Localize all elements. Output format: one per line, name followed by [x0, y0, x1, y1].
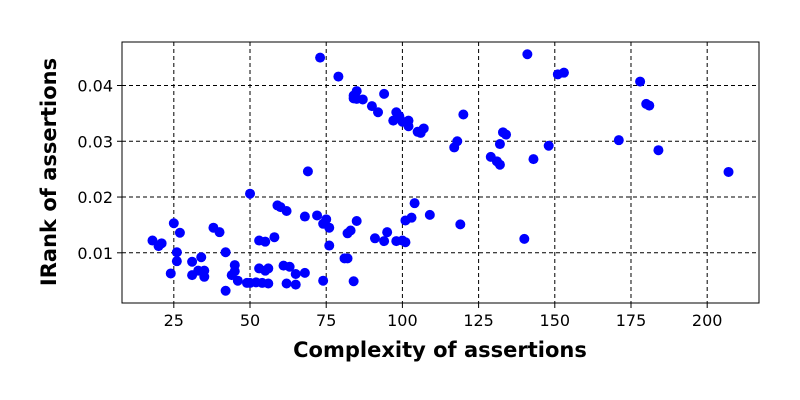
x-tick-label: 25	[164, 311, 184, 330]
grid-lines	[122, 42, 759, 303]
data-point	[409, 198, 420, 209]
data-point	[403, 115, 414, 126]
data-point	[299, 211, 310, 222]
data-point	[290, 269, 301, 279]
data-point	[281, 278, 292, 289]
x-tick-label: 125	[463, 311, 494, 330]
data-point	[232, 275, 243, 286]
x-tick-label: 175	[616, 311, 647, 330]
data-point	[528, 154, 539, 165]
data-point	[723, 166, 734, 177]
data-point	[373, 107, 384, 118]
x-axis-ticks: 25 50 75 100 125 150 175 200	[164, 303, 723, 330]
data-point	[187, 256, 198, 267]
data-point	[357, 94, 368, 105]
data-point	[501, 129, 512, 140]
data-point	[156, 238, 167, 249]
data-point	[290, 279, 301, 290]
data-point	[171, 256, 182, 267]
data-point	[455, 219, 466, 230]
data-point	[214, 227, 225, 238]
data-point	[281, 205, 292, 216]
data-point	[260, 236, 271, 247]
plot-frame	[121, 41, 760, 304]
data-point	[220, 285, 231, 296]
data-point	[245, 188, 256, 199]
data-point	[382, 227, 393, 238]
data-point	[406, 212, 417, 223]
data-point	[366, 101, 377, 112]
data-point	[174, 227, 185, 238]
data-point	[333, 71, 344, 82]
data-point	[400, 237, 411, 248]
data-point	[312, 210, 323, 221]
data-point	[324, 222, 335, 233]
data-point	[644, 100, 655, 111]
data-point	[418, 123, 429, 134]
data-point	[543, 140, 554, 151]
data-point	[269, 232, 280, 243]
y-axis-label: IRank of assertions	[37, 58, 61, 286]
data-point	[519, 233, 530, 244]
x-axis-label: Complexity of assertions	[293, 338, 587, 362]
data-point	[369, 233, 380, 244]
data-point	[165, 268, 176, 279]
data-point	[263, 278, 274, 289]
x-tick-label: 100	[387, 311, 418, 330]
x-tick-label: 150	[540, 311, 571, 330]
data-point	[345, 225, 356, 236]
x-tick-label: 75	[316, 311, 336, 330]
data-point	[348, 276, 359, 287]
data-point	[379, 88, 390, 99]
data-point	[458, 109, 469, 120]
data-point	[196, 252, 207, 263]
data-point	[284, 261, 295, 272]
x-tick-label: 50	[240, 311, 260, 330]
data-point	[494, 139, 505, 150]
data-point	[342, 253, 353, 264]
y-tick-label: 0.01	[77, 244, 113, 263]
data-point	[220, 247, 231, 258]
y-axis-ticks: 0.01 0.02 0.03 0.04	[77, 77, 122, 263]
data-point	[494, 159, 505, 170]
x-tick-label: 200	[692, 311, 723, 330]
data-point	[613, 135, 624, 146]
data-points	[147, 49, 734, 296]
data-point	[424, 209, 435, 220]
data-point	[379, 236, 390, 247]
data-point	[229, 260, 240, 271]
data-point	[321, 214, 332, 225]
data-point	[199, 265, 210, 276]
data-point	[558, 67, 569, 78]
data-point	[263, 263, 274, 274]
data-point	[452, 136, 463, 147]
data-point	[171, 247, 182, 258]
data-point	[351, 86, 362, 97]
data-point	[635, 76, 646, 87]
y-tick-label: 0.04	[77, 77, 113, 96]
y-tick-label: 0.03	[77, 132, 113, 151]
data-point	[315, 52, 326, 63]
data-point	[351, 216, 362, 227]
data-point	[653, 145, 664, 156]
data-point	[324, 240, 335, 251]
y-tick-label: 0.02	[77, 188, 113, 207]
data-point	[168, 218, 179, 229]
data-point	[299, 267, 310, 278]
data-point	[522, 49, 533, 60]
data-point	[302, 166, 313, 177]
data-point	[318, 275, 329, 286]
